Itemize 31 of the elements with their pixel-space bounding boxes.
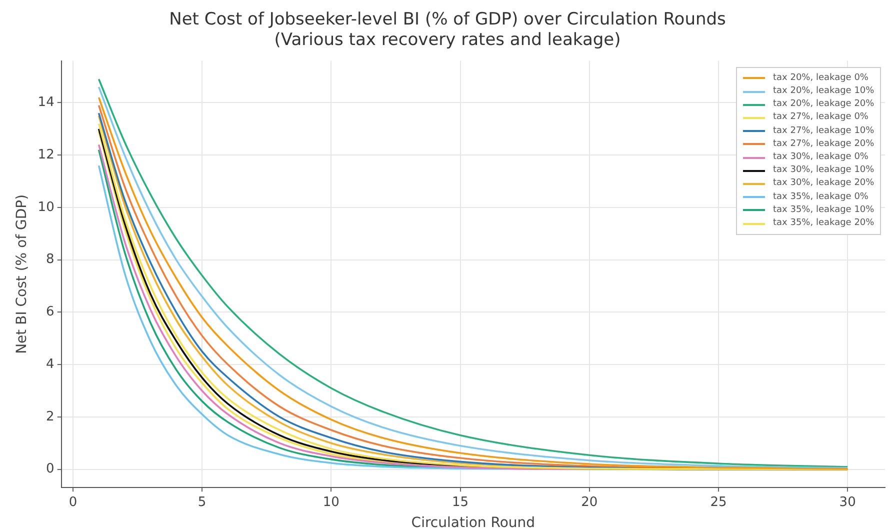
x-tick-label: 10	[322, 494, 340, 510]
y-tick-label: 2	[46, 409, 54, 424]
x-tick-label: 0	[68, 494, 78, 510]
legend-label: tax 27%, leakage 20%	[773, 138, 874, 151]
legend-label: tax 30%, leakage 0%	[773, 151, 868, 164]
x-tick-label: 5	[198, 494, 206, 510]
y-tick-label: 12	[38, 147, 54, 162]
x-axis-title: Circulation Round	[411, 515, 536, 532]
y-axis-title: Net BI Cost (% of GDP)	[14, 194, 30, 354]
legend-label: tax 35%, leakage 0%	[773, 190, 868, 204]
chart-title: Net Cost of Jobseeker-level BI (% of GDP) over Circulation Rounds	[169, 10, 726, 30]
x-tick-label: 25	[710, 494, 727, 510]
y-tick-label: 8	[46, 252, 54, 268]
y-tick-label: 0	[46, 462, 54, 477]
legend-label: tax 30%, leakage 20%	[773, 177, 874, 190]
legend-label: tax 20%, leakage 0%	[773, 72, 868, 85]
y-tick-label: 10	[38, 200, 54, 215]
legend-label: tax 35%, leakage 10%	[773, 204, 874, 217]
legend-label: tax 20%, leakage 20%	[773, 98, 874, 112]
y-tick-label: 4	[46, 356, 54, 372]
x-tick-label: 30	[839, 494, 856, 510]
y-tick-label: 14	[38, 95, 54, 110]
x-tick-label: 20	[581, 494, 598, 510]
legend-label: tax 30%, leakage 10%	[773, 164, 874, 178]
y-tick-label: 6	[46, 304, 54, 320]
chart-subtitle: (Various tax recovery rates and leakage)	[274, 30, 621, 50]
legend-label: tax 27%, leakage 0%	[773, 111, 868, 124]
x-tick-label: 15	[452, 494, 469, 510]
legend-label: tax 27%, leakage 10%	[773, 124, 874, 138]
legend-label: tax 20%, leakage 10%	[773, 85, 874, 98]
legend-label: tax 35%, leakage 20%	[773, 217, 874, 230]
